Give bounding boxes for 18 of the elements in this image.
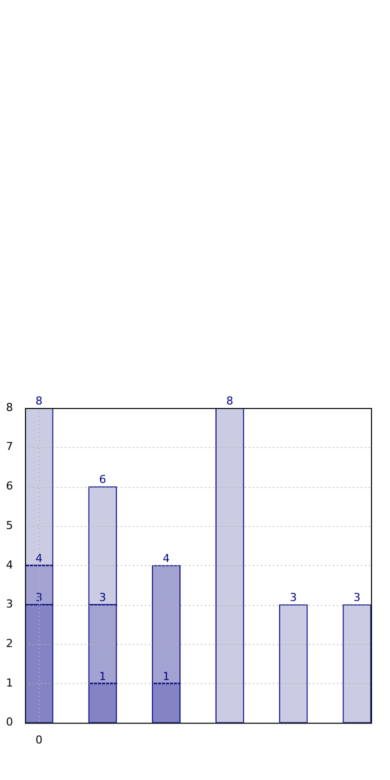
total-label: 8 (226, 394, 234, 408)
annotation: 3 (99, 591, 106, 604)
y-tick-label: 7 (6, 440, 13, 454)
y-tick-label: 5 (6, 518, 13, 532)
y-tick-label: 6 (6, 480, 13, 493)
total-label: 4 (162, 552, 170, 565)
total-label: 6 (99, 473, 106, 486)
total-label: 3 (354, 591, 361, 604)
total-label: 8 (35, 394, 42, 408)
y-tick-label: 4 (6, 558, 13, 572)
data-label: 1 (99, 670, 106, 683)
y-tick-label: 8 (6, 400, 13, 414)
y-tick-label: 2 (6, 636, 13, 650)
y-tick-label: 0 (6, 716, 13, 729)
y-tick-label: 1 (6, 676, 13, 690)
total-label: 3 (290, 591, 297, 604)
y-tick-label: 3 (6, 598, 13, 611)
data-label: 1 (162, 670, 170, 683)
